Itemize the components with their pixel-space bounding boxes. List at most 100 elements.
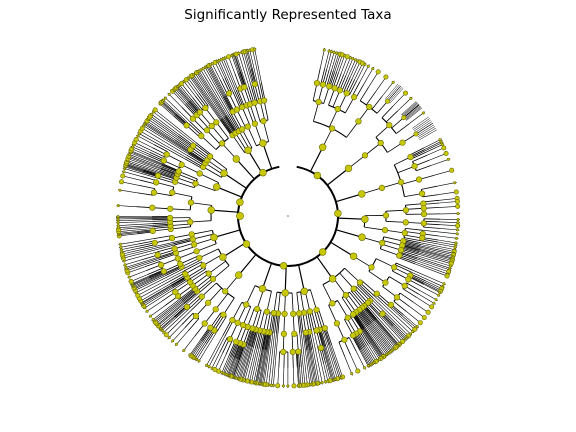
taxon-node xyxy=(326,379,330,383)
figure-title: Significantly Represented Taxa xyxy=(184,7,392,23)
branch-line xyxy=(380,248,400,256)
branch-line xyxy=(247,307,255,328)
branch-line xyxy=(363,328,384,360)
taxon-node xyxy=(326,83,333,90)
branch-line xyxy=(254,349,263,385)
taxon-node xyxy=(329,300,336,307)
branch-line xyxy=(148,114,179,137)
branch-line xyxy=(364,305,378,320)
branch-line xyxy=(220,118,233,136)
branch-line xyxy=(233,345,246,380)
taxon-node xyxy=(244,146,252,154)
branch-line xyxy=(419,129,437,141)
branch-line xyxy=(126,156,161,170)
branch-line xyxy=(352,289,367,305)
taxon-node xyxy=(201,320,208,327)
branch-line xyxy=(185,263,203,275)
branch-line xyxy=(326,70,332,86)
branch-line xyxy=(416,258,452,271)
taxon-node xyxy=(382,279,389,286)
branch-line xyxy=(388,87,403,103)
branch-line xyxy=(261,350,268,387)
taxon-node xyxy=(220,311,227,318)
branch-line xyxy=(175,246,196,254)
branch-line xyxy=(235,345,247,380)
branch-line xyxy=(137,192,154,196)
branch-line xyxy=(368,270,386,283)
taxon-node xyxy=(202,104,209,112)
branch-line xyxy=(307,350,314,387)
branch-line xyxy=(371,298,411,338)
branch-line xyxy=(264,332,269,351)
taxon-node xyxy=(361,152,369,159)
taxon-node xyxy=(455,203,461,209)
branch-line xyxy=(172,233,192,239)
branch-line xyxy=(199,173,219,183)
branch-line xyxy=(300,291,305,313)
taxon-node xyxy=(175,342,179,346)
branch-line xyxy=(122,167,158,179)
taxon-node xyxy=(223,56,227,60)
branch-line xyxy=(120,243,174,257)
taxon-node xyxy=(219,253,227,261)
taxon-node xyxy=(145,309,149,313)
branch-line xyxy=(221,118,234,136)
branch-line xyxy=(152,223,171,226)
branch-line xyxy=(189,74,222,120)
branch-line xyxy=(423,226,440,229)
branch-line xyxy=(170,226,191,230)
branch-line xyxy=(391,117,405,129)
taxon-node xyxy=(319,248,327,256)
taxon-node xyxy=(319,81,327,88)
branch-line xyxy=(179,287,195,300)
branch-line xyxy=(325,327,333,345)
taxon-node xyxy=(241,84,248,91)
branch-line xyxy=(252,309,259,329)
branch-line xyxy=(255,349,263,386)
branch-line xyxy=(324,69,330,86)
taxon-node xyxy=(210,366,214,370)
branch-line xyxy=(310,289,317,310)
branch-line xyxy=(232,91,241,109)
branch-line xyxy=(172,278,189,289)
branch-line xyxy=(259,311,265,331)
branch-line xyxy=(207,63,226,96)
taxon-node xyxy=(296,310,303,317)
branch-line xyxy=(263,120,270,142)
branch-line xyxy=(170,223,191,226)
branch-line xyxy=(395,123,410,134)
taxon-node xyxy=(280,348,287,356)
taxon-node xyxy=(329,125,336,132)
branch-line xyxy=(263,332,272,387)
branch-line xyxy=(351,81,361,97)
branch-line xyxy=(153,144,169,153)
taxon-node xyxy=(415,176,423,183)
branch-line xyxy=(201,282,217,297)
branch-line xyxy=(365,327,387,358)
taxon-node xyxy=(411,163,418,170)
branch-line xyxy=(324,346,335,382)
taxon-node xyxy=(270,309,278,317)
branch-line xyxy=(274,313,278,334)
taxon-node xyxy=(235,271,243,279)
branch-line xyxy=(420,246,456,256)
branch-line xyxy=(417,257,452,270)
branch-line xyxy=(146,117,177,139)
branch-line xyxy=(176,177,196,185)
branch-line xyxy=(227,114,239,133)
branch-line xyxy=(172,237,193,243)
branch-line xyxy=(387,85,401,102)
branch-line xyxy=(248,348,258,384)
branch-line xyxy=(415,262,450,275)
branch-line xyxy=(258,331,264,349)
taxon-node xyxy=(306,308,314,315)
branch-line xyxy=(343,77,351,93)
taxon-node xyxy=(260,117,267,125)
branch-line xyxy=(399,252,418,260)
branch-line xyxy=(356,311,369,327)
branch-line xyxy=(309,350,316,386)
branch-line xyxy=(386,84,400,101)
taxon-node xyxy=(183,303,190,311)
branch-line xyxy=(181,164,200,174)
branch-line xyxy=(403,104,420,118)
